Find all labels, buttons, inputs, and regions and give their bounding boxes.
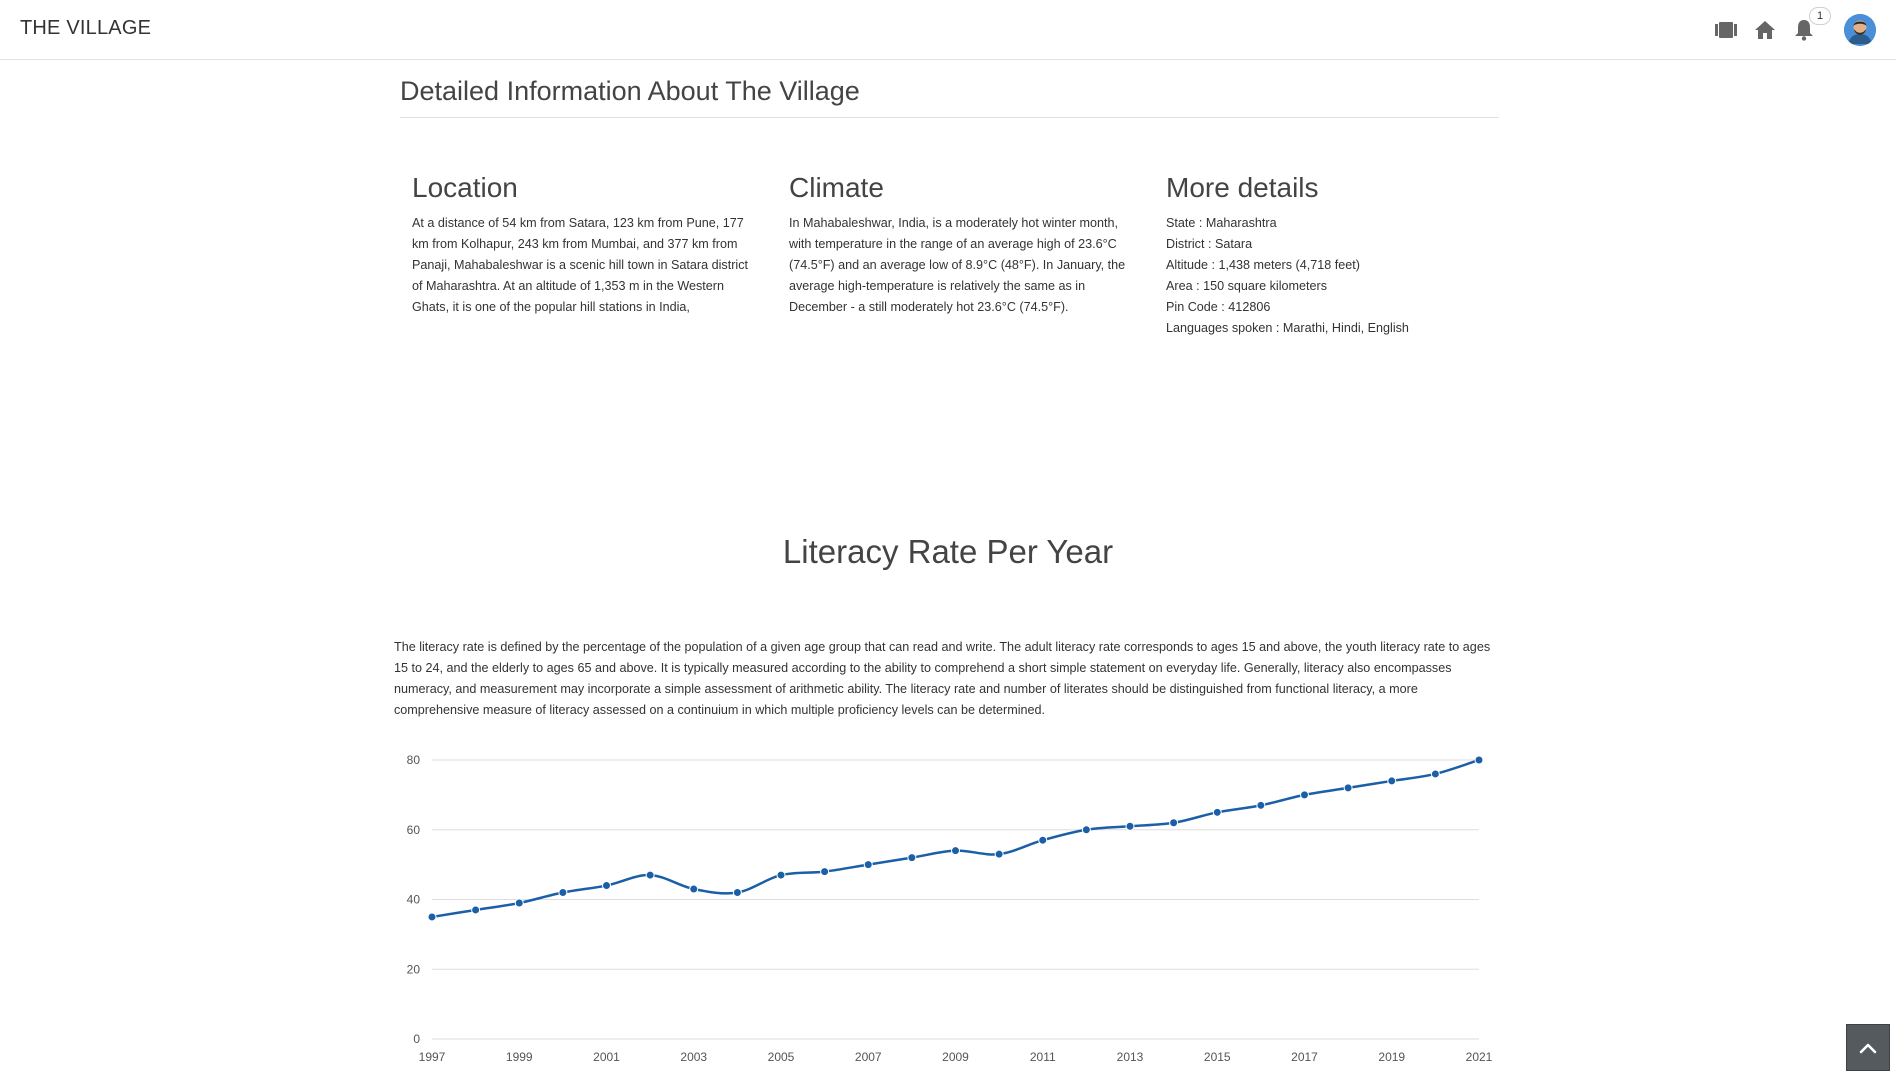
avatar[interactable] — [1844, 14, 1876, 46]
film-icon[interactable] — [1712, 16, 1740, 44]
more-details-heading: More details — [1166, 172, 1319, 203]
series-line — [431, 758, 1480, 919]
x-tick-label: 2013 — [1117, 1050, 1144, 1064]
header-icons: 1 — [1701, 7, 1876, 48]
chevron-up-icon — [1859, 1043, 1877, 1053]
literacy-line-chart: 0 20 40 60 80 1997 1999 2001 2003 2005 2007 2009 201… — [407, 753, 1493, 1064]
notification-badge: 1 — [1809, 7, 1831, 25]
data-point — [1169, 818, 1179, 828]
data-point — [732, 888, 742, 898]
data-point — [820, 867, 830, 877]
data-point — [863, 860, 873, 870]
data-point — [471, 905, 481, 915]
y-tick-label: 80 — [407, 753, 421, 767]
x-tick-label: 1999 — [506, 1050, 533, 1064]
data-point — [1474, 755, 1484, 765]
y-tick-label: 0 — [413, 1032, 420, 1046]
top-navbar: THE VILLAGE 1 — [0, 0, 1896, 60]
climate-section: Climate In Mahabaleshwar, India, is a mo… — [789, 172, 1129, 318]
home-icon[interactable] — [1751, 16, 1779, 44]
page-title: Detailed Information About The Village — [400, 76, 1499, 118]
x-tick-label: 1997 — [419, 1050, 446, 1064]
scroll-to-top-button[interactable] — [1846, 1024, 1890, 1071]
data-point — [1038, 835, 1048, 845]
more-details-section: More details State : Maharashtra Distric… — [1166, 172, 1506, 339]
location-text: At a distance of 54 km from Satara, 123 … — [412, 216, 748, 314]
data-point — [645, 870, 655, 880]
climate-heading: Climate — [789, 172, 884, 203]
detail-area: Area : 150 square kilometers — [1166, 279, 1328, 293]
data-point — [558, 888, 568, 898]
y-tick-label: 20 — [407, 962, 421, 976]
detail-altitude: Altitude : 1,438 meters (4,718 feet) — [1166, 258, 1360, 272]
app-brand[interactable]: THE VILLAGE — [20, 17, 152, 39]
data-point — [907, 853, 917, 863]
y-tick-label: 60 — [407, 823, 421, 837]
x-tick-label: 2007 — [855, 1050, 882, 1064]
data-point — [1256, 800, 1266, 810]
data-point — [514, 898, 524, 908]
data-point — [1125, 821, 1135, 831]
x-tick-label: 2001 — [593, 1050, 620, 1064]
x-tick-label: 2011 — [1030, 1050, 1056, 1064]
detail-state: State : Maharashtra — [1166, 216, 1277, 230]
data-point — [776, 870, 786, 880]
data-point — [1300, 790, 1309, 800]
y-tick-label: 40 — [407, 893, 421, 907]
detail-pincode: Pin Code : 412806 — [1166, 300, 1271, 314]
user-avatar-icon — [1844, 14, 1876, 46]
data-point — [1430, 769, 1440, 779]
data-point — [951, 846, 960, 856]
data-point — [1081, 825, 1091, 835]
x-tick-label: 2017 — [1291, 1050, 1318, 1064]
x-tick-label: 2015 — [1204, 1050, 1231, 1064]
climate-text: In Mahabaleshwar, India, is a moderately… — [789, 216, 1126, 314]
literacy-description: The literacy rate is defined by the perc… — [394, 640, 1491, 717]
literacy-heading: Literacy Rate Per Year — [782, 533, 1114, 570]
x-tick-label: 2019 — [1378, 1050, 1405, 1064]
data-point — [602, 881, 611, 891]
detail-languages: Languages spoken : Marathi, Hindi, Engli… — [1166, 321, 1409, 335]
data-point — [1212, 807, 1222, 817]
data-point — [1387, 776, 1397, 786]
data-point — [427, 912, 437, 922]
x-tick-label: 2005 — [768, 1050, 795, 1064]
x-tick-label: 2021 — [1466, 1050, 1493, 1064]
data-point — [689, 884, 699, 894]
location-section: Location At a distance of 54 km from Sat… — [412, 172, 752, 318]
data-point — [994, 849, 1004, 859]
x-tick-label: 2003 — [680, 1050, 707, 1064]
data-point — [1343, 783, 1353, 793]
location-heading: Location — [412, 172, 518, 203]
detail-district: District : Satara — [1166, 237, 1253, 251]
bell-icon[interactable]: 1 — [1790, 7, 1831, 44]
x-tick-label: 2009 — [942, 1050, 969, 1064]
